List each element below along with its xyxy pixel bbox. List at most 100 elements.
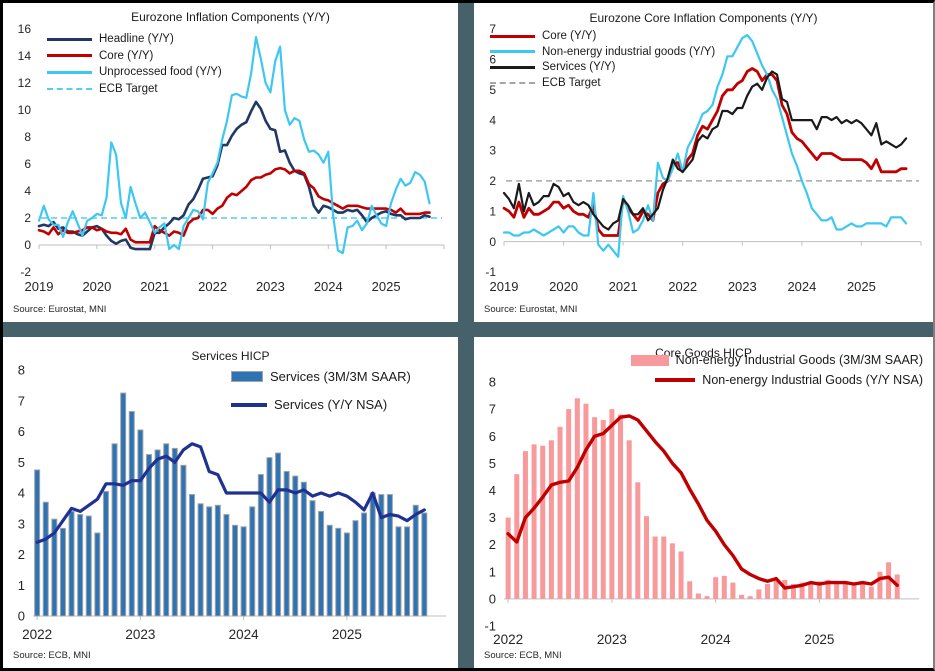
source-note-eurostat: Source: Eurostat, MNI — [13, 304, 107, 315]
legend-item-ecb-target: ECB Target — [490, 77, 715, 89]
neig-bar-swatch — [630, 354, 669, 366]
chart-title-core-goods-hicp: Core Goods HICP — [655, 346, 752, 360]
svg-text:2024: 2024 — [229, 627, 260, 642]
core-inflation-chart-canvas: -1 0 1 2 3 4 5 6 7 2019 2020 2021 2022 2023 2024 2025 — [485, 22, 922, 294]
neig-line-swatch — [490, 50, 535, 53]
svg-text:2022: 2022 — [493, 632, 523, 647]
legend-label-ecb-target: ECB Target — [542, 76, 601, 89]
legend-label-core: Core (Y/Y) — [542, 30, 597, 42]
legend-label-services-saar: Services (3M/3M SAAR) — [270, 369, 411, 384]
svg-text:6: 6 — [489, 53, 496, 67]
svg-text:6: 6 — [18, 424, 25, 439]
svg-text:2022: 2022 — [668, 279, 697, 294]
svg-text:1: 1 — [489, 564, 496, 579]
svg-text:-2: -2 — [20, 265, 31, 279]
svg-text:2020: 2020 — [82, 279, 111, 294]
svg-text:12: 12 — [18, 76, 32, 90]
svg-text:-1: -1 — [485, 265, 496, 279]
svg-text:7: 7 — [489, 22, 496, 36]
svg-text:4: 4 — [24, 184, 31, 198]
legend-item-core: Core (Y/Y) — [47, 50, 222, 62]
svg-text:2023: 2023 — [125, 627, 155, 642]
legend-item-headline: Headline (Y/Y) — [47, 33, 222, 45]
svg-text:2025: 2025 — [332, 627, 362, 642]
legend-item-services: Services (Y/Y) — [490, 61, 715, 73]
source-note-ecb: Source: ECB, MNI — [13, 650, 91, 661]
svg-text:2020: 2020 — [549, 279, 578, 294]
legend-core-goods-hicp: Non-energy Industrial Goods (3M/3M SAAR)… — [630, 353, 923, 387]
legend-label-headline: Headline (Y/Y) — [99, 33, 174, 45]
legend-item-unprocessed-food: Unprocessed food (Y/Y) — [47, 66, 222, 78]
headline-line-swatch — [47, 37, 92, 41]
quadrant-divider-horizontal — [3, 322, 933, 337]
svg-text:3: 3 — [18, 516, 25, 531]
svg-text:7: 7 — [489, 402, 496, 417]
svg-text:1: 1 — [489, 204, 496, 218]
svg-text:2024: 2024 — [787, 279, 816, 294]
source-note-eurostat: Source: Eurostat, MNI — [484, 304, 578, 315]
svg-text:2025: 2025 — [847, 279, 876, 294]
svg-text:4: 4 — [18, 486, 25, 501]
legend-item-services-yy: Services (Y/Y NSA) — [231, 397, 411, 412]
eurozone-inflation-chart-canvas: -2 0 2 4 6 8 10 12 14 16 2019 2020 2021 2022 2023 2024 2… — [18, 22, 445, 294]
svg-text:2023: 2023 — [728, 279, 757, 294]
legend-item-services-saar: Services (3M/3M SAAR) — [231, 369, 411, 384]
svg-text:-1: -1 — [484, 619, 496, 634]
svg-text:2: 2 — [18, 547, 25, 562]
legend-label-neig-saar: Non-energy Industrial Goods (3M/3M SAAR) — [675, 353, 923, 367]
svg-text:2021: 2021 — [140, 279, 169, 294]
legend-label-services: Services (Y/Y) — [542, 61, 616, 73]
svg-text:2025: 2025 — [372, 279, 401, 294]
source-note-ecb: Source: ECB, MNI — [484, 650, 562, 661]
svg-text:10: 10 — [18, 103, 32, 117]
svg-text:2: 2 — [489, 537, 496, 552]
services-hicp-chart-canvas: 0 1 2 3 4 5 6 7 8 2022 2023 2024 2025 — [18, 363, 446, 642]
legend-item-ecb-target: ECB Target — [47, 83, 222, 95]
legend-label-ecb-target: ECB Target — [99, 82, 158, 95]
legend-core-inflation: Core (Y/Y) Non-energy industrial goods (… — [490, 30, 715, 89]
chart-title-eurozone-inflation: Eurozone Inflation Components (Y/Y) — [131, 10, 330, 24]
svg-text:2023: 2023 — [256, 279, 285, 294]
panel-eurozone-inflation-components: Eurozone Inflation Components (Y/Y) Head… — [3, 3, 458, 322]
svg-text:7: 7 — [18, 393, 25, 408]
legend-label-neig: Non-energy industrial goods (Y/Y) — [542, 45, 716, 58]
svg-text:2022: 2022 — [22, 627, 52, 642]
svg-text:14: 14 — [18, 49, 32, 63]
svg-text:6: 6 — [24, 157, 31, 171]
legend-services-hicp: Services (3M/3M SAAR) Services (Y/Y NSA) — [231, 369, 411, 412]
svg-text:2022: 2022 — [198, 279, 227, 294]
svg-text:2023: 2023 — [597, 632, 627, 647]
svg-text:3: 3 — [489, 144, 496, 158]
svg-text:8: 8 — [489, 375, 496, 390]
svg-text:3: 3 — [489, 510, 496, 525]
svg-text:2025: 2025 — [804, 632, 834, 647]
legend-item-neig: Non-energy industrial goods (Y/Y) — [490, 46, 715, 58]
panel-services-hicp: Services HICP Services (3M/3M SAAR) Serv… — [3, 337, 458, 668]
unprocessed-food-line-swatch — [47, 70, 92, 74]
legend-label-core: Core (Y/Y) — [99, 49, 154, 62]
svg-text:0: 0 — [18, 609, 25, 624]
svg-text:0: 0 — [24, 238, 31, 252]
svg-text:0: 0 — [489, 591, 496, 606]
svg-text:1: 1 — [18, 578, 25, 593]
svg-text:5: 5 — [18, 455, 25, 470]
core-line-swatch — [490, 34, 535, 38]
svg-text:2: 2 — [24, 211, 31, 225]
svg-text:6: 6 — [489, 429, 496, 444]
panel-eurozone-core-inflation-components: Eurozone Core Inflation Components (Y/Y)… — [474, 3, 933, 322]
svg-text:5: 5 — [489, 83, 496, 97]
services-yy-line-swatch — [231, 402, 267, 407]
legend-eurozone-inflation: Headline (Y/Y) Core (Y/Y) Unprocessed fo… — [47, 33, 222, 95]
svg-text:2019: 2019 — [25, 279, 54, 294]
svg-text:8: 8 — [24, 130, 31, 144]
svg-text:0: 0 — [489, 235, 496, 249]
svg-text:4: 4 — [489, 113, 496, 127]
svg-text:2021: 2021 — [609, 279, 638, 294]
svg-text:8: 8 — [18, 363, 25, 378]
legend-item-neig-yy: Non-energy Industrial Goods (Y/Y NSA) — [655, 373, 923, 387]
panel-core-goods-hicp: Core Goods HICP Non-energy Industrial Go… — [474, 337, 933, 668]
services-bar-swatch — [231, 371, 263, 382]
svg-text:16: 16 — [18, 22, 32, 36]
legend-item-core: Core (Y/Y) — [490, 30, 715, 42]
